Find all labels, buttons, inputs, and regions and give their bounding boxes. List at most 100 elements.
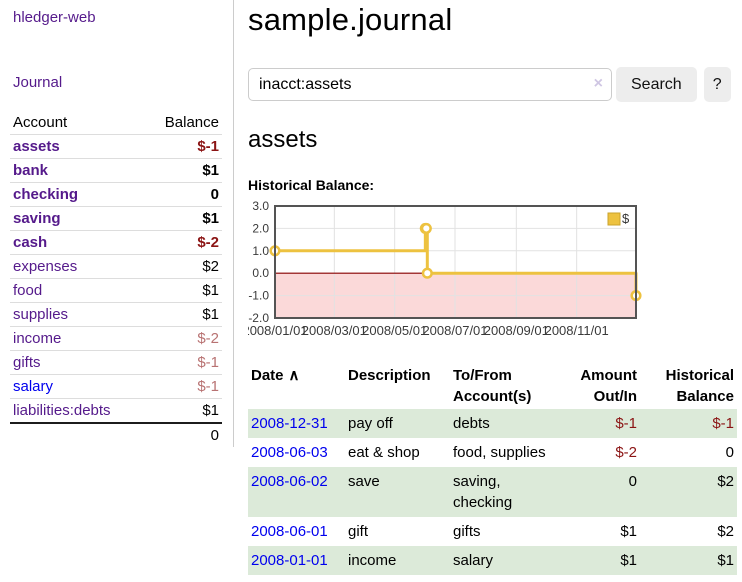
register-header-amount: Amount Out/In xyxy=(580,367,637,405)
account-row: income $-2 xyxy=(10,326,222,351)
accounts-header-row: Account Balance xyxy=(10,111,222,135)
transaction-date-link[interactable]: 2008-06-01 xyxy=(251,523,328,540)
search-box: × xyxy=(248,68,612,101)
account-balance: $1 xyxy=(202,162,219,179)
register-header-balance: Historical Balance xyxy=(665,367,734,405)
transaction-description: pay off xyxy=(348,415,393,432)
transaction-balance: $2 xyxy=(717,523,734,540)
account-link[interactable]: cash xyxy=(13,234,48,251)
register-table: Date ∧ Description To/From Account(s) Amo… xyxy=(248,363,737,575)
account-row: gifts $-1 xyxy=(10,350,222,375)
account-balance: $-1 xyxy=(197,138,219,155)
data-point xyxy=(421,267,433,279)
account-heading: assets xyxy=(248,126,318,153)
historical-balance-chart[interactable]: $3.0 2.0 1.0 0.0 -1.0 -2.0 2008/01/01 2008/03/0… xyxy=(248,201,740,343)
accounts-header-balance: Balance xyxy=(164,114,219,131)
transaction-balance: 0 xyxy=(725,444,734,461)
x-tick-label: 2008/03/01 xyxy=(302,323,367,338)
historical-balance-chart-svg: $3.0 2.0 1.0 0.0 -1.0 -2.02008/01/012008/03/0… xyxy=(248,201,642,338)
transaction-accounts: food, supplies xyxy=(453,444,546,461)
transaction-amount: $1 xyxy=(620,523,637,540)
accounts-table: Account Balance assets $-1 bank $1 checking 0… xyxy=(10,111,222,447)
x-tick-label: 2008/01/01 xyxy=(248,323,308,338)
account-link[interactable]: checking xyxy=(13,186,79,203)
account-link[interactable]: assets xyxy=(13,138,60,155)
legend-swatch xyxy=(607,212,621,226)
account-link[interactable]: gifts xyxy=(13,354,41,371)
account-link[interactable]: income xyxy=(13,330,62,347)
transaction-accounts: salary xyxy=(453,552,494,569)
app-title-link[interactable]: hledger-web xyxy=(13,9,96,26)
account-link[interactable]: supplies xyxy=(13,306,69,323)
chart-title: Historical Balance: xyxy=(248,177,375,193)
account-balance: $1 xyxy=(202,210,219,227)
transaction-amount: $1 xyxy=(620,552,637,569)
account-row: assets $-1 xyxy=(10,134,222,159)
transaction-date-link[interactable]: 2008-01-01 xyxy=(251,552,328,569)
search-button[interactable]: Search xyxy=(616,67,697,102)
page-title: sample.journal xyxy=(248,2,453,37)
transaction-accounts: debts xyxy=(453,415,490,432)
account-balance: $-2 xyxy=(197,330,219,347)
register-header-accounts: To/From Account(s) xyxy=(453,367,532,405)
transaction-description: gift xyxy=(348,523,369,540)
transaction-amount: $-1 xyxy=(615,415,637,432)
account-balance: 0 xyxy=(210,186,219,203)
legend-label: $ xyxy=(622,211,630,226)
register-header-description: Description xyxy=(348,367,431,384)
account-row: food $1 xyxy=(10,278,222,303)
transaction-accounts: saving, checking xyxy=(453,473,513,511)
plot-border xyxy=(274,205,637,319)
account-row: liabilities:debts $1 xyxy=(10,398,222,424)
transaction-date-link[interactable]: 2008-06-02 xyxy=(251,473,328,490)
transaction-description: income xyxy=(348,552,397,569)
sidebar-item-journal[interactable]: Journal xyxy=(13,74,63,91)
transaction-date-link[interactable]: 2008-12-31 xyxy=(251,415,328,432)
account-balance: $1 xyxy=(202,306,219,323)
account-link[interactable]: liabilities:debts xyxy=(13,402,111,419)
account-row: bank $1 xyxy=(10,158,222,183)
transaction-balance: $1 xyxy=(717,552,734,569)
account-link[interactable]: salary xyxy=(13,378,54,395)
account-balance: $1 xyxy=(202,282,219,299)
account-link[interactable]: food xyxy=(13,282,43,299)
transaction-amount: $-2 xyxy=(615,444,637,461)
register-row: 2008-06-03 eat & shop food, supplies $-2 0 xyxy=(248,438,737,467)
account-balance: $1 xyxy=(202,402,219,419)
y-tick-label: 2.0 xyxy=(252,221,269,235)
account-row: salary $-1 xyxy=(10,374,222,399)
account-row: cash $-2 xyxy=(10,230,222,255)
register-header-date[interactable]: Date ∧ xyxy=(251,367,300,384)
register-row: 2008-06-02 save saving, checking 0 $2 xyxy=(248,467,737,517)
accounts-total-value: 0 xyxy=(210,427,219,444)
x-tick-label: 2008/07/01 xyxy=(422,323,487,338)
y-tick-label: 1.0 xyxy=(252,244,269,258)
account-link[interactable]: expenses xyxy=(13,258,78,275)
x-tick-label: 2008/11/01 xyxy=(545,323,609,338)
y-tick-label: -2.0 xyxy=(248,311,269,325)
help-button[interactable]: ? xyxy=(703,67,731,102)
register-row: 2008-12-31 pay off debts $-1 $-1 xyxy=(248,409,737,438)
sort-ascending-icon: ∧ xyxy=(288,367,300,384)
account-link[interactable]: saving xyxy=(13,210,61,227)
account-balance: $-1 xyxy=(197,354,219,371)
sidebar: hledger-web Journal Account Balance asse… xyxy=(0,0,234,447)
account-balance: $2 xyxy=(202,258,219,275)
register-row: 2008-06-01 gift gifts $1 $2 xyxy=(248,517,737,546)
data-point xyxy=(420,222,432,234)
search-input[interactable] xyxy=(248,68,612,101)
account-link[interactable]: bank xyxy=(13,162,49,179)
accounts-header-account: Account xyxy=(13,114,68,131)
transaction-description: eat & shop xyxy=(348,444,420,461)
transaction-balance: $-1 xyxy=(712,415,734,432)
account-row: expenses $2 xyxy=(10,254,222,279)
clear-search-icon[interactable]: × xyxy=(593,75,603,92)
main-content: sample.journal × Search ? assets Histori… xyxy=(248,0,740,575)
register-row: 2008-01-01 income salary $1 $1 xyxy=(248,546,737,575)
accounts-total-spacer xyxy=(10,423,144,447)
x-tick-label: 2008/09/01 xyxy=(484,323,549,338)
account-row: checking 0 xyxy=(10,182,222,207)
transaction-date-link[interactable]: 2008-06-03 xyxy=(251,444,328,461)
account-row: saving $1 xyxy=(10,206,222,231)
transaction-description: save xyxy=(348,473,380,490)
